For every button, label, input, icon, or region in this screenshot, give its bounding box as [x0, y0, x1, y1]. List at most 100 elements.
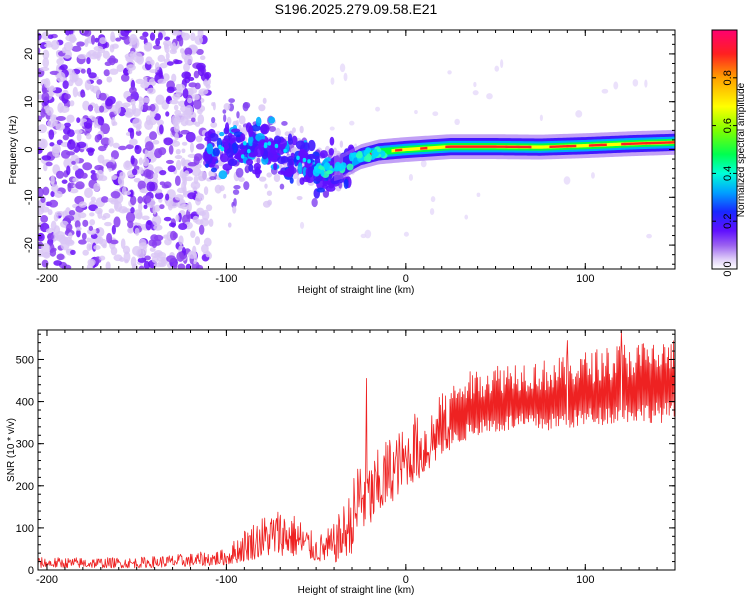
noise-blob [103, 69, 110, 77]
snr-panel: -200 -100 0 100 0 100 200 300 400 500 Height of s… [6, 329, 676, 596]
colorbar-label: Normalized spectral amplitude [736, 82, 747, 217]
noise-blob [644, 79, 648, 88]
noise-blob [55, 234, 66, 242]
noise-blob [111, 224, 116, 235]
noise-blob [40, 108, 46, 118]
noise-blob [60, 149, 71, 159]
noise-blob [167, 165, 176, 173]
noise-blob [185, 263, 192, 269]
noise-blob [137, 180, 146, 191]
noise-blob [223, 114, 227, 123]
noise-blob [150, 59, 155, 66]
noise-blob [38, 200, 42, 207]
noise-blob [122, 102, 131, 108]
noise-blob [200, 55, 206, 60]
noise-blob [159, 181, 166, 186]
noise-blob [175, 148, 181, 155]
ridge-core [621, 141, 675, 146]
noise-blob [94, 103, 99, 114]
noise-blob [137, 257, 147, 263]
noise-blob [82, 100, 90, 111]
noise-blob [172, 262, 178, 269]
noise-blob [211, 117, 216, 124]
signal-blob [246, 158, 254, 166]
noise-blob [78, 201, 87, 208]
snr-axes: -200 -100 0 100 0 100 200 300 400 500 [16, 330, 676, 586]
noise-blob [125, 211, 136, 223]
noise-blob [54, 190, 63, 198]
noise-blob [88, 225, 94, 231]
x-tick-label: 0 [403, 273, 409, 285]
noise-blob [48, 199, 59, 208]
noise-blob [109, 44, 115, 53]
noise-blob [168, 222, 176, 228]
noise-blob [76, 41, 85, 47]
noise-blob [98, 92, 107, 101]
noise-blob [132, 108, 141, 117]
noise-blob [157, 32, 163, 41]
noise-blob [181, 141, 188, 146]
noise-blob [89, 260, 95, 268]
snr-marks [38, 330, 675, 569]
noise-blob [109, 68, 119, 75]
noise-blob [235, 167, 244, 178]
noise-blob [203, 186, 209, 195]
noise-blob [191, 117, 196, 123]
ridge-yellow [391, 140, 675, 153]
snr-series-line [38, 330, 675, 569]
signal-blob [297, 162, 303, 175]
noise-blob [169, 99, 179, 105]
ridge-core [445, 145, 532, 149]
noise-blob [72, 164, 79, 171]
noise-blob [130, 207, 135, 214]
noise-blob [134, 227, 140, 236]
noise-blob [156, 119, 164, 126]
signal-blob [240, 154, 245, 159]
noise-blob [130, 98, 136, 106]
noise-blob [222, 109, 227, 114]
noise-blob [159, 169, 167, 176]
noise-blob [432, 111, 439, 117]
noise-blob [164, 36, 171, 41]
noise-blob [78, 239, 87, 245]
noise-blob [145, 170, 155, 180]
signal-blob [204, 163, 209, 168]
noise-blob [117, 175, 124, 186]
noise-blob [41, 155, 52, 161]
y-tick-label: 0 [28, 565, 34, 577]
noise-blob [66, 165, 71, 176]
noise-blob [140, 188, 148, 194]
noise-blob [175, 113, 185, 123]
noise-blob [123, 251, 131, 263]
noise-blob [187, 97, 193, 104]
signal-blob [229, 138, 236, 144]
noise-blob [258, 176, 267, 182]
noise-blob [71, 45, 82, 52]
noise-blob [175, 214, 180, 222]
signal-blob [268, 116, 276, 124]
noise-blob [198, 224, 205, 235]
noise-blob [88, 72, 97, 79]
noise-blob [93, 182, 101, 192]
noise-blob [187, 201, 192, 213]
noise-blob [232, 205, 237, 214]
noise-blob [157, 78, 167, 84]
noise-blob [494, 65, 500, 72]
noise-blob [45, 228, 56, 234]
noise-blob [86, 57, 91, 65]
noise-blob [100, 123, 110, 135]
y-tick-label: 500 [16, 354, 34, 366]
noise-blob [123, 160, 133, 171]
noise-blob [39, 42, 48, 49]
signal-blob [323, 162, 331, 171]
signal-blob [295, 140, 306, 150]
signal-blob [228, 158, 238, 167]
noise-blob [73, 129, 83, 134]
noise-blob [100, 196, 109, 203]
noise-blob [227, 222, 232, 228]
noise-blob [50, 190, 55, 198]
noise-blob [80, 68, 86, 74]
noise-blob [199, 218, 210, 227]
colorbar-gradient [711, 29, 738, 270]
